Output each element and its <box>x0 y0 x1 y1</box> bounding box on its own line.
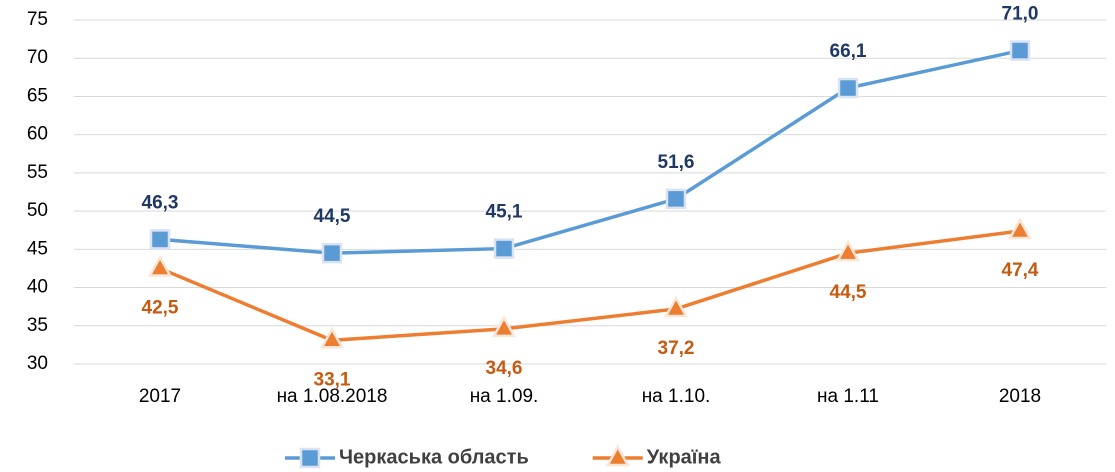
y-tick-label: 40 <box>27 277 48 298</box>
marker <box>663 295 689 318</box>
marker <box>1009 40 1031 61</box>
marker <box>665 188 687 210</box>
marker <box>605 444 630 467</box>
value-label: 33,1 <box>314 369 351 390</box>
y-tick-label: 35 <box>27 315 48 336</box>
y-tick-label: 45 <box>27 238 48 259</box>
value-label: 47,4 <box>1002 260 1039 281</box>
value-label: 71,0 <box>1002 4 1039 25</box>
marker <box>299 447 321 469</box>
y-tick-label: 50 <box>27 200 48 221</box>
y-tick-label: 60 <box>27 124 48 145</box>
value-label: 44,5 <box>830 282 867 303</box>
marker <box>321 242 343 264</box>
marker <box>837 77 859 99</box>
value-label: 34,6 <box>486 358 523 379</box>
value-label: 42,5 <box>142 297 179 318</box>
value-label: 51,6 <box>658 152 695 173</box>
x-tick-label: на 1.11 <box>817 386 879 407</box>
x-tick-label: 2018 <box>999 386 1041 407</box>
marker <box>147 254 173 277</box>
x-tick-label: на 1.09. <box>470 386 539 407</box>
value-label: 46,3 <box>142 192 179 213</box>
series-line <box>159 48 1021 255</box>
series-line <box>159 229 1021 343</box>
y-tick-label: 30 <box>27 353 48 374</box>
marker <box>493 238 515 259</box>
value-label: 44,5 <box>314 206 351 227</box>
marker <box>319 326 345 349</box>
x-tick-label: 2017 <box>139 386 181 407</box>
value-label: 45,1 <box>486 202 523 223</box>
y-tick-label: 55 <box>27 162 48 183</box>
y-tick-label: 75 <box>27 9 48 30</box>
marker <box>149 229 171 250</box>
legend-label: Україна <box>647 446 722 468</box>
value-label: 37,2 <box>658 338 695 359</box>
marker <box>491 315 517 338</box>
marker <box>835 239 861 262</box>
marker <box>1007 217 1033 240</box>
x-tick-label: на 1.08.2018 <box>277 386 388 407</box>
x-tick-label: на 1.10. <box>642 386 711 407</box>
legend-label: Черкаська область <box>339 446 529 468</box>
y-tick-label: 65 <box>27 85 48 106</box>
y-tick-label: 70 <box>27 47 48 68</box>
value-label: 66,1 <box>830 41 867 62</box>
